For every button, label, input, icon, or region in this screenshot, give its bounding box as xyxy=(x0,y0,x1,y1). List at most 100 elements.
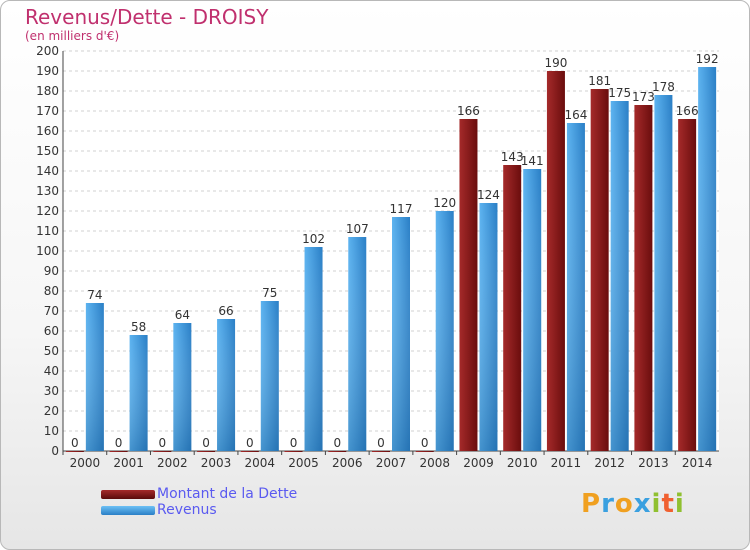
x-tick-label: 2011 xyxy=(551,456,582,470)
chart-subtitle: (en milliers d'€) xyxy=(25,29,120,43)
y-tick-label: 180 xyxy=(36,84,59,98)
legend-swatch-debt xyxy=(101,490,155,499)
y-tick-label: 90 xyxy=(44,264,59,278)
y-tick-label: 0 xyxy=(51,444,59,458)
data-label-debt: 143 xyxy=(501,150,524,164)
bar-revenue-shade xyxy=(566,123,585,451)
data-label-revenue: 178 xyxy=(652,80,675,94)
y-tick-label: 160 xyxy=(36,124,59,138)
bar-debt xyxy=(109,451,128,452)
logo-letter: i xyxy=(674,489,685,519)
bar-debt xyxy=(546,71,565,451)
y-tick-label: 150 xyxy=(36,144,59,158)
x-tick-label: 2008 xyxy=(419,456,450,470)
y-tick-label: 110 xyxy=(36,224,59,238)
data-label-debt: 0 xyxy=(71,436,79,450)
bar-revenue-shade xyxy=(260,301,279,451)
logo-letter: r xyxy=(601,489,615,519)
y-tick-label: 50 xyxy=(44,344,59,358)
data-label-debt: 181 xyxy=(588,74,611,88)
bar-revenue-shade xyxy=(654,95,673,451)
bar-revenue-shade xyxy=(217,319,236,451)
bar-revenue-shade xyxy=(523,169,542,451)
y-tick-label: 70 xyxy=(44,304,59,318)
bar-revenue-shade xyxy=(392,217,410,451)
bar-debt xyxy=(65,451,84,452)
bar-debt xyxy=(459,119,478,451)
proxiti-logo: Proxiti xyxy=(581,489,685,519)
legend-label-debt: Montant de la Dette xyxy=(157,486,298,502)
data-label-debt: 0 xyxy=(377,436,385,450)
bar-revenue-shade xyxy=(610,101,629,451)
y-tick-label: 130 xyxy=(36,184,59,198)
data-label-debt: 0 xyxy=(333,436,341,450)
legend-swatch-revenue xyxy=(101,506,155,515)
data-label-debt: 0 xyxy=(246,436,254,450)
data-label-revenue: 141 xyxy=(521,154,544,168)
y-tick-label: 80 xyxy=(44,284,59,298)
data-label-revenue: 107 xyxy=(346,222,369,236)
bar-debt xyxy=(372,451,390,452)
x-tick-label: 2006 xyxy=(332,456,363,470)
data-label-revenue: 175 xyxy=(608,86,631,100)
bar-debt xyxy=(503,165,522,451)
bar-revenue-shade xyxy=(698,67,717,451)
x-tick-label: 2014 xyxy=(682,456,713,470)
x-tick-label: 2003 xyxy=(201,456,232,470)
bar-revenue-shade xyxy=(348,237,367,451)
y-tick-label: 100 xyxy=(36,244,59,258)
logo-letter: P xyxy=(581,489,602,519)
data-label-debt: 0 xyxy=(290,436,298,450)
bar-revenue-shade xyxy=(85,303,104,451)
bar-debt xyxy=(590,89,609,451)
data-label-revenue: 124 xyxy=(477,188,500,202)
data-label-debt: 0 xyxy=(421,436,429,450)
x-tick-label: 2012 xyxy=(594,456,625,470)
x-tick-label: 2007 xyxy=(376,456,407,470)
data-label-revenue: 117 xyxy=(390,202,413,216)
chart-title: Revenus/Dette - DROISY xyxy=(25,5,269,29)
bar-debt xyxy=(197,451,216,452)
bar-debt xyxy=(634,105,653,451)
data-label-debt: 166 xyxy=(457,104,480,118)
y-tick-label: 200 xyxy=(36,44,59,58)
bar-debt xyxy=(678,119,697,451)
data-label-revenue: 120 xyxy=(433,196,456,210)
y-tick-label: 120 xyxy=(36,204,59,218)
x-tick-label: 2013 xyxy=(638,456,669,470)
bar-revenue-shade xyxy=(304,247,323,451)
logo-letter: t xyxy=(661,489,675,519)
data-label-revenue: 102 xyxy=(302,232,325,246)
x-tick-label: 2002 xyxy=(157,456,188,470)
y-tick-label: 190 xyxy=(36,64,59,78)
y-tick-label: 10 xyxy=(44,424,59,438)
x-tick-label: 2005 xyxy=(288,456,319,470)
y-tick-label: 30 xyxy=(44,384,59,398)
legend-label-revenue: Revenus xyxy=(157,502,217,518)
logo-letter: x xyxy=(633,489,652,519)
y-tick-label: 60 xyxy=(44,324,59,338)
y-tick-label: 40 xyxy=(44,364,59,378)
bar-debt xyxy=(328,451,347,452)
y-tick-label: 170 xyxy=(36,104,59,118)
data-label-revenue: 192 xyxy=(696,52,719,66)
bar-debt xyxy=(415,451,434,452)
data-label-debt: 166 xyxy=(676,104,699,118)
bar-revenue-shade xyxy=(173,323,192,451)
bar-revenue-shade xyxy=(479,203,498,451)
bar-debt xyxy=(284,451,303,452)
data-label-revenue: 64 xyxy=(175,308,190,322)
x-tick-label: 2001 xyxy=(113,456,144,470)
data-label-revenue: 75 xyxy=(262,286,277,300)
bar-debt xyxy=(240,451,259,452)
data-label-revenue: 74 xyxy=(87,288,102,302)
x-tick-label: 2009 xyxy=(463,456,494,470)
x-tick-label: 2004 xyxy=(245,456,276,470)
y-tick-label: 140 xyxy=(36,164,59,178)
data-label-revenue: 66 xyxy=(218,304,233,318)
data-label-debt: 190 xyxy=(544,56,567,70)
data-label-revenue: 164 xyxy=(564,108,587,122)
y-tick-label: 20 xyxy=(44,404,59,418)
data-label-debt: 0 xyxy=(115,436,123,450)
